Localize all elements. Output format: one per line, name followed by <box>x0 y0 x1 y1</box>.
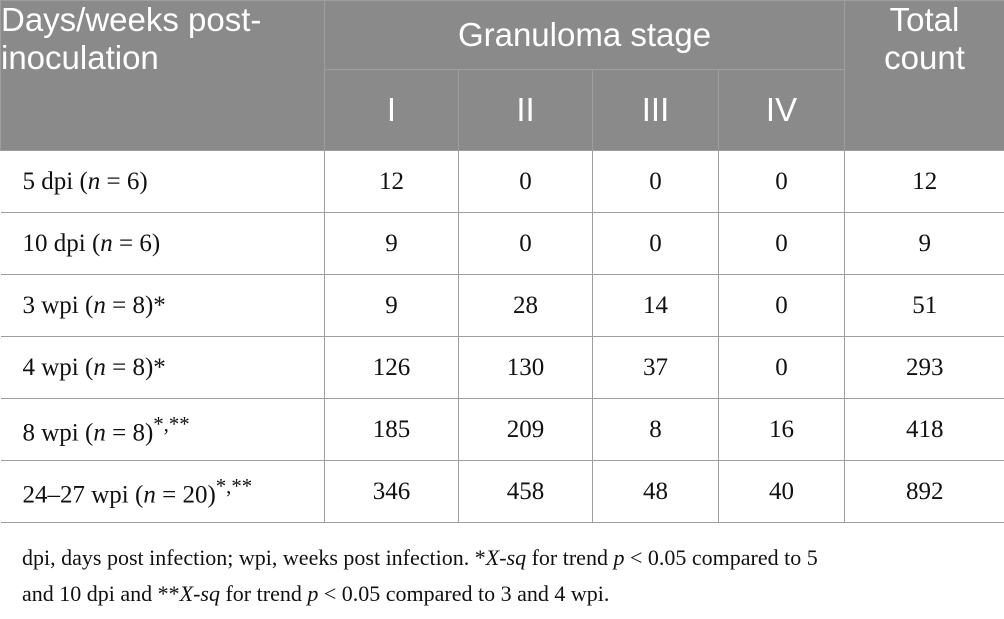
cell-stage-i: 12 <box>324 150 459 213</box>
header-days-weeks: Days/weeks post-inoculation <box>0 0 325 151</box>
footnote-line-1: dpi, days post infection; wpi, weeks pos… <box>22 540 982 576</box>
table-row: 5 dpi (n = 6) 12 0 0 0 12 <box>0 150 1004 213</box>
cell-stage-iv: 16 <box>717 398 846 461</box>
table-body: 5 dpi (n = 6) 12 0 0 0 12 10 dpi (n = 6)… <box>0 150 1004 523</box>
cell-stage-iii: 0 <box>592 212 719 275</box>
row-time: 3 wpi <box>22 291 79 319</box>
cell-stage-iv: 0 <box>717 274 846 337</box>
cell-stage-i: 9 <box>324 274 459 337</box>
row-label: 8 wpi (n = 8)*,** <box>0 398 325 461</box>
row-label: 24–27 wpi (n = 20)*,** <box>0 460 325 523</box>
row-n: 6 <box>139 229 152 257</box>
row-n: 20 <box>182 481 208 509</box>
cell-total: 9 <box>844 212 1004 275</box>
header-stage-ii: II <box>458 69 593 151</box>
row-time: 8 wpi <box>22 419 79 447</box>
cell-stage-iv: 0 <box>717 150 846 213</box>
cell-stage-ii: 0 <box>458 150 593 213</box>
row-n: 6 <box>126 167 140 195</box>
cell-stage-iv: 0 <box>717 336 846 399</box>
row-label: 5 dpi (n = 6) <box>0 150 325 213</box>
table-row: 8 wpi (n = 8)*,** 185 209 8 16 418 <box>0 398 1004 461</box>
cell-total: 12 <box>844 150 1004 213</box>
table-row: 3 wpi (n = 8)* 9 28 14 0 51 <box>0 274 1004 337</box>
row-n: 8 <box>132 419 145 447</box>
cell-stage-ii: 28 <box>458 274 593 337</box>
row-label: 3 wpi (n = 8)* <box>0 274 325 337</box>
cell-stage-iv: 40 <box>717 460 846 523</box>
significance-mark: * <box>153 353 166 381</box>
footnote-compare-1: < 0.05 compared to 5 <box>629 545 818 570</box>
row-time: 10 dpi <box>22 229 86 257</box>
cell-stage-ii: 209 <box>458 398 593 461</box>
cell-stage-i: 9 <box>324 212 459 275</box>
significance-mark: *,** <box>215 473 253 498</box>
footnote-compare-1b: and 10 dpi and <box>22 581 153 606</box>
footnote-star-2: ** <box>157 581 180 606</box>
footnote-xsq-1: X-sq <box>485 545 527 570</box>
cell-stage-iii: 48 <box>592 460 719 523</box>
significance-mark: *,** <box>153 411 190 436</box>
table-row: 4 wpi (n = 8)* 126 130 37 0 293 <box>0 336 1004 399</box>
header-granuloma-stage: Granuloma stage <box>323 0 846 70</box>
row-label: 10 dpi (n = 6) <box>0 212 325 275</box>
row-label: 4 wpi (n = 8)* <box>0 336 325 399</box>
cell-stage-i: 185 <box>324 398 459 461</box>
row-n: 8 <box>132 353 145 381</box>
cell-total: 418 <box>844 398 1004 461</box>
cell-total: 293 <box>844 336 1004 399</box>
cell-stage-iv: 0 <box>717 212 846 275</box>
cell-stage-iii: 0 <box>592 150 719 213</box>
cell-stage-ii: 458 <box>458 460 593 523</box>
footnote-trend-1: for trend <box>531 545 608 570</box>
granuloma-stage-table: Days/weeks post-inoculation Granuloma st… <box>0 0 1004 523</box>
table-footnote: dpi, days post infection; wpi, weeks pos… <box>22 540 982 612</box>
footnote-trend-2: for trend <box>225 581 302 606</box>
cell-stage-ii: 0 <box>458 212 593 275</box>
footnote-abbrev: dpi, days post infection; wpi, weeks pos… <box>22 545 470 570</box>
cell-total: 51 <box>844 274 1004 337</box>
header-stage-iii: III <box>592 69 719 151</box>
cell-stage-i: 126 <box>324 336 459 399</box>
footnote-line-2: and 10 dpi and **X-sq for trend p < 0.05… <box>22 576 982 612</box>
footnote-xsq-2: X-sq <box>179 581 220 606</box>
table-row: 10 dpi (n = 6) 9 0 0 0 9 <box>0 212 1004 275</box>
header-total-count: Total count <box>844 0 1004 151</box>
footnote-p-1: p <box>613 545 625 570</box>
footnote-p-2: p <box>307 581 319 606</box>
table-header: Days/weeks post-inoculation Granuloma st… <box>0 0 1004 151</box>
row-time: 24–27 wpi <box>22 481 129 509</box>
footnote-star-1: * <box>474 545 486 570</box>
significance-mark: * <box>153 291 166 319</box>
cell-stage-iii: 14 <box>592 274 719 337</box>
cell-stage-ii: 130 <box>458 336 593 399</box>
cell-stage-iii: 8 <box>592 398 719 461</box>
cell-stage-i: 346 <box>324 460 459 523</box>
cell-stage-iii: 37 <box>592 336 719 399</box>
row-n: 8 <box>132 291 145 319</box>
cell-total: 892 <box>844 460 1004 523</box>
row-time: 4 wpi <box>22 353 79 381</box>
header-stage-i: I <box>324 69 459 151</box>
row-time: 5 dpi <box>22 167 74 195</box>
table-row: 24–27 wpi (n = 20)*,** 346 458 48 40 892 <box>0 460 1004 523</box>
header-stage-iv: IV <box>717 69 846 151</box>
footnote-compare-2: < 0.05 compared to 3 and 4 wpi. <box>323 581 610 606</box>
